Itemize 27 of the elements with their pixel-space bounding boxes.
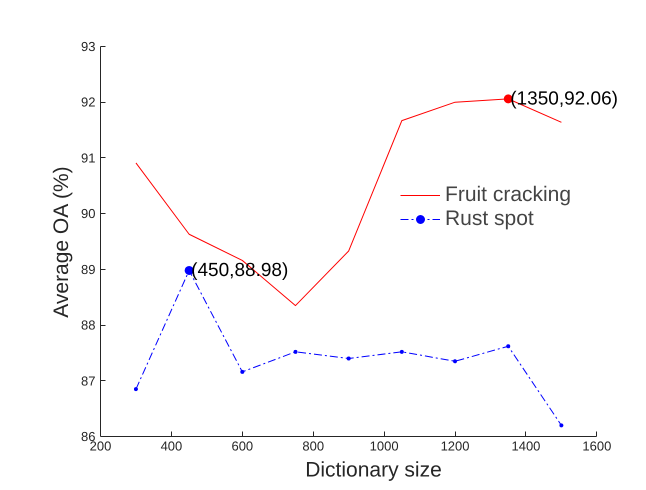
point	[559, 423, 564, 428]
point	[346, 356, 351, 360]
point	[506, 344, 510, 348]
x-tick-label: 1400	[511, 438, 540, 454]
y-tick-label: 90	[81, 206, 96, 222]
legend-label: Fruit cracking	[445, 183, 572, 207]
y-tick-label: 93	[81, 39, 96, 54]
x-tick-label: 800	[302, 438, 324, 454]
x-tick-label: 1000	[370, 438, 399, 454]
y-tick-label: 92	[81, 94, 96, 110]
x-tick-label: 1600	[582, 438, 612, 454]
y-tick-label: 91	[81, 150, 96, 166]
legend-label: Rust spot	[445, 207, 534, 231]
y-tick-label: 89	[81, 262, 96, 277]
point	[294, 350, 298, 354]
point	[453, 359, 458, 364]
y-tick-label: 87	[81, 373, 96, 388]
point	[400, 350, 404, 354]
x-axis-title: Dictionary size	[305, 458, 442, 482]
y-axis-title: Average OA (%)	[50, 166, 74, 318]
x-tick-label: 400	[160, 438, 182, 454]
point	[134, 387, 138, 392]
x-tick-label: 600	[231, 438, 254, 454]
x-tick-label: 1200	[440, 438, 470, 454]
y-tick-label: 88	[81, 318, 96, 333]
annotation: (1350,92.06)	[510, 88, 618, 110]
point	[240, 370, 244, 374]
